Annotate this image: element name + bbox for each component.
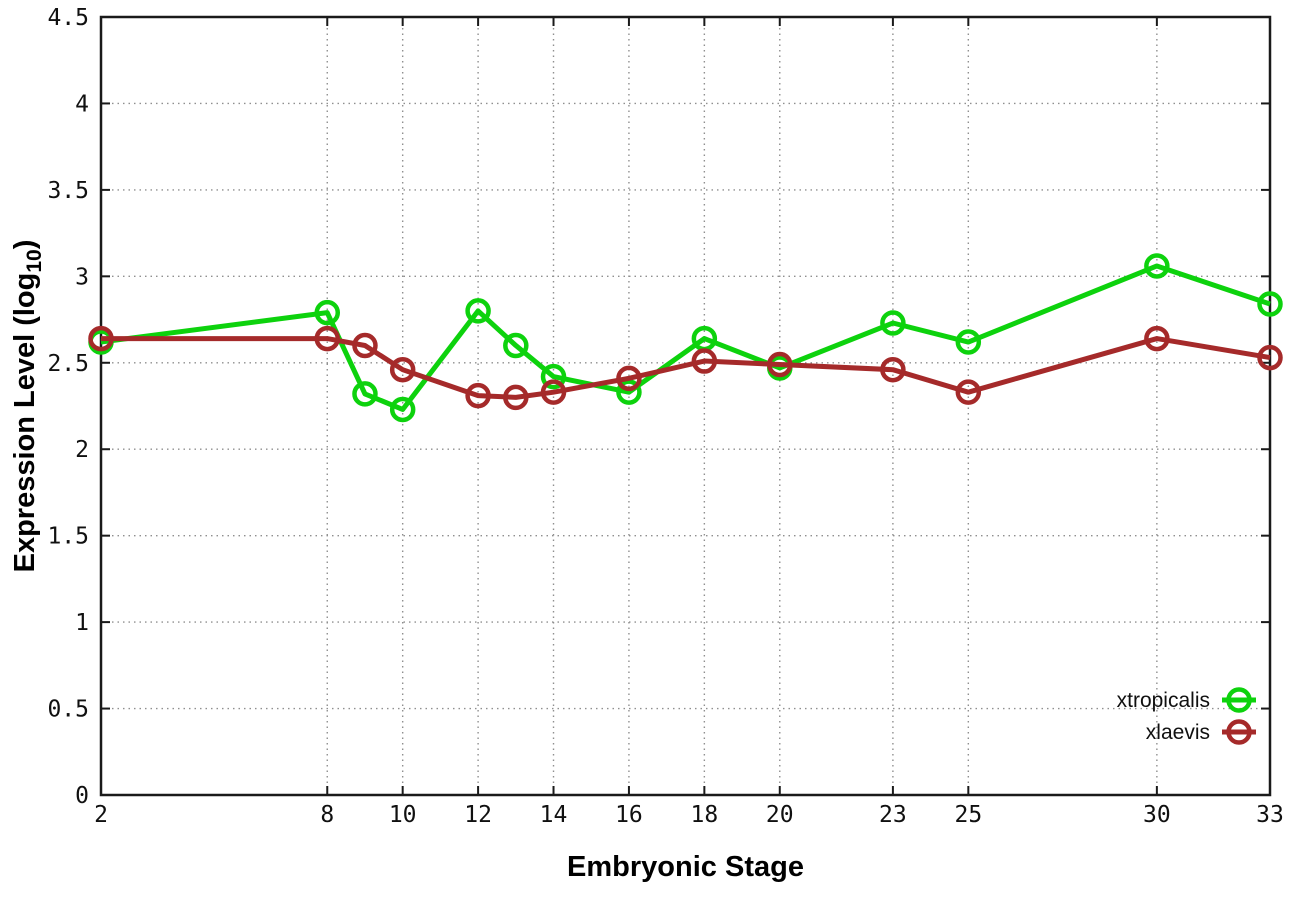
data-point-xtropicalis xyxy=(880,310,906,336)
x-tick-label: 8 xyxy=(320,802,334,828)
legend-label-xtropicalis: xtropicalis xyxy=(1117,689,1210,712)
series-line-xlaevis xyxy=(101,336,1271,400)
y-axis-title: Expression Level (log10) xyxy=(9,240,46,573)
data-point-xlaevis xyxy=(616,365,642,392)
x-tick-label: 14 xyxy=(540,802,568,828)
data-point-xlaevis xyxy=(352,332,378,359)
x-tick-label: 20 xyxy=(766,802,794,828)
data-point-xlaevis xyxy=(314,325,341,352)
data-point-xlaevis xyxy=(691,348,718,374)
legend-marker-xlaevis xyxy=(1226,719,1252,745)
y-tick-label: 2 xyxy=(75,437,89,463)
y-tick-label: 0 xyxy=(75,783,89,809)
data-point-xlaevis xyxy=(1257,344,1283,371)
data-point-xlaevis xyxy=(1144,325,1170,352)
x-tick-label: 30 xyxy=(1143,802,1171,828)
data-point-xlaevis xyxy=(880,356,906,383)
plot-border xyxy=(99,15,1272,797)
data-point-xtropicalis xyxy=(352,381,378,407)
x-tick-label: 12 xyxy=(464,802,492,828)
data-point-xtropicalis xyxy=(314,299,341,326)
x-axis-title: Embryonic Stage xyxy=(567,851,804,883)
y-tick-label: 2.5 xyxy=(47,351,89,377)
data-point-xlaevis xyxy=(503,384,529,411)
data-point-xtropicalis xyxy=(389,396,416,423)
data-point-xtropicalis xyxy=(503,332,529,359)
y-tick-label: 3.5 xyxy=(47,178,89,204)
data-point-xtropicalis xyxy=(1144,253,1170,279)
y-tick-label: 3 xyxy=(75,264,89,290)
y-tick-label: 1.5 xyxy=(47,524,89,550)
y-tick-label: 4 xyxy=(75,91,89,117)
data-point-xlaevis xyxy=(767,351,793,378)
x-tick-label: 25 xyxy=(954,802,982,828)
y-tick-label: 0.5 xyxy=(47,697,89,723)
x-tick-label: 23 xyxy=(879,802,907,828)
legend-marker-xtropicalis xyxy=(1226,687,1252,713)
data-point-xtropicalis xyxy=(616,379,642,405)
data-point-xlaevis xyxy=(389,356,416,383)
x-tick-label: 2 xyxy=(94,802,108,828)
x-tick-label: 16 xyxy=(615,802,643,828)
y-tick-label: 4.5 xyxy=(47,5,89,31)
x-tick-label: 18 xyxy=(691,802,719,828)
data-point-xlaevis xyxy=(88,325,114,352)
y-tick-label: 1 xyxy=(75,610,89,636)
data-point-xlaevis xyxy=(540,379,567,405)
data-point-xtropicalis xyxy=(540,363,567,390)
data-point-xtropicalis xyxy=(1257,291,1283,317)
data-point-xtropicalis xyxy=(955,329,982,355)
data-point-xtropicalis xyxy=(465,298,491,324)
x-tick-label: 33 xyxy=(1256,802,1284,828)
data-point-xlaevis xyxy=(955,379,982,405)
legend-label-xlaevis: xlaevis xyxy=(1146,721,1210,744)
x-tick-label: 10 xyxy=(389,802,417,828)
data-point-xlaevis xyxy=(465,382,491,409)
